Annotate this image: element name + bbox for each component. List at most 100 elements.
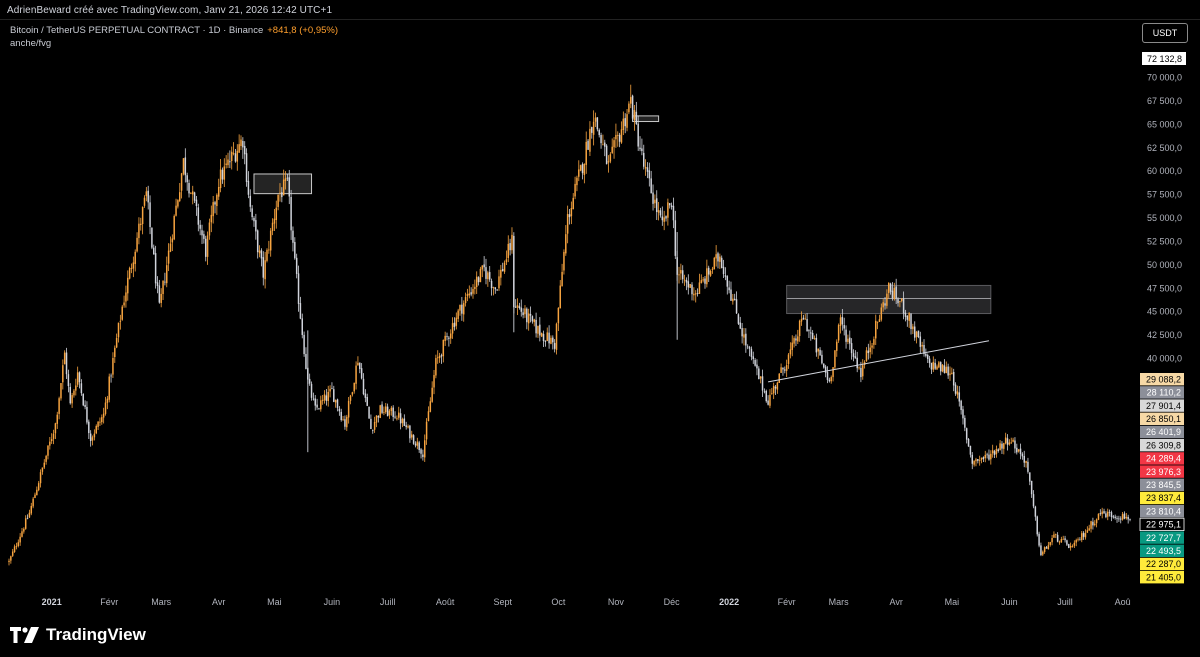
candle-body bbox=[479, 268, 482, 283]
candle-body bbox=[680, 270, 682, 274]
candle-body bbox=[366, 397, 368, 406]
candle-body bbox=[459, 304, 461, 311]
candle-body bbox=[566, 213, 569, 234]
candle-body bbox=[164, 281, 166, 283]
candle-body bbox=[88, 421, 90, 434]
y-tick-label: 47 500,0 bbox=[1147, 283, 1182, 293]
candle-body bbox=[153, 247, 155, 255]
support-trendline[interactable] bbox=[768, 340, 990, 383]
candle-body bbox=[784, 369, 786, 371]
candle-body bbox=[481, 265, 484, 270]
candle-body bbox=[409, 425, 411, 439]
candle-body bbox=[294, 242, 296, 259]
candle-body bbox=[320, 400, 322, 410]
candle-body bbox=[1071, 545, 1074, 547]
candle-body bbox=[1049, 542, 1051, 545]
candle-body bbox=[1103, 511, 1105, 514]
candle-body bbox=[121, 306, 123, 320]
candle-body bbox=[1081, 533, 1083, 541]
candle-body bbox=[468, 293, 471, 296]
symbol-title[interactable]: Bitcoin / TetherUS PERPETUAL CONTRACT · … bbox=[10, 25, 264, 36]
candle-body bbox=[277, 194, 279, 207]
candle-body bbox=[648, 170, 651, 179]
candle-body bbox=[1060, 539, 1063, 543]
candle-body bbox=[130, 267, 133, 269]
candle-body bbox=[578, 169, 580, 177]
indicator-label[interactable]: anche/fvg bbox=[10, 38, 52, 49]
candle-body bbox=[301, 318, 303, 335]
candle-body bbox=[993, 451, 996, 455]
candle-body bbox=[793, 338, 795, 344]
candle-body bbox=[878, 319, 881, 322]
candle-body bbox=[706, 268, 708, 285]
candle-body bbox=[342, 419, 344, 421]
candle-body bbox=[184, 157, 187, 176]
candle-body bbox=[769, 394, 771, 406]
candle-body bbox=[420, 449, 422, 454]
fvg-box[interactable] bbox=[253, 173, 313, 195]
candle-body bbox=[527, 313, 530, 324]
candle-body bbox=[448, 337, 450, 339]
y-tick-label: 55 000,0 bbox=[1147, 213, 1182, 223]
price-chart[interactable]: 70 000,0 67 500,0 65 000,0 62 500,0 60 000,0… bbox=[0, 0, 1200, 614]
candle-body bbox=[1068, 544, 1070, 548]
x-tick-label: Sept bbox=[493, 597, 512, 607]
candle-body bbox=[1032, 494, 1035, 507]
candle-body bbox=[227, 159, 229, 166]
candle-body bbox=[383, 411, 385, 413]
candle-body bbox=[143, 197, 146, 206]
tradingview-logo[interactable]: TradingView bbox=[10, 624, 146, 646]
price-label-text: 23 810,4 bbox=[1146, 506, 1181, 516]
candle-body bbox=[299, 303, 302, 319]
candle-body bbox=[750, 348, 753, 357]
candle-body bbox=[1055, 534, 1057, 536]
candle-body bbox=[396, 418, 398, 420]
candle-body bbox=[386, 406, 389, 417]
candle-body bbox=[173, 215, 175, 240]
candle-body bbox=[1119, 518, 1122, 520]
x-tick-label: 2021 bbox=[42, 597, 62, 607]
candle-body bbox=[823, 363, 825, 368]
candle-body bbox=[815, 337, 818, 353]
candle-body bbox=[24, 518, 27, 529]
candle-body bbox=[1079, 539, 1081, 541]
candle-body bbox=[1006, 438, 1009, 445]
candle-body bbox=[308, 378, 311, 384]
candle-body bbox=[180, 173, 183, 191]
y-tick-label: 60 000,0 bbox=[1147, 166, 1182, 176]
candle-body bbox=[1125, 516, 1128, 519]
candle-body bbox=[617, 134, 619, 136]
candle-body bbox=[461, 304, 463, 314]
candle-body bbox=[733, 298, 736, 301]
candle-body bbox=[17, 542, 20, 547]
candle-body bbox=[47, 445, 49, 456]
candle-body bbox=[214, 202, 216, 205]
currency-button[interactable]: USDT bbox=[1142, 23, 1188, 43]
price-label-badge bbox=[1140, 373, 1184, 386]
candle-body bbox=[585, 141, 587, 165]
candle-body bbox=[798, 320, 801, 337]
price-label-text: 28 110,2 bbox=[1147, 388, 1181, 398]
candle-body bbox=[284, 178, 287, 181]
attribution-text: AdrienBeward créé avec TradingView.com, … bbox=[7, 5, 333, 16]
candle-body bbox=[462, 303, 465, 315]
candle-body bbox=[333, 389, 335, 402]
candle-body bbox=[201, 230, 203, 236]
candle-body bbox=[128, 268, 131, 279]
candle-body bbox=[657, 210, 660, 213]
candle-body bbox=[795, 338, 797, 341]
candle-body bbox=[321, 399, 324, 401]
candle-body bbox=[1092, 521, 1094, 526]
candle-body bbox=[464, 297, 467, 304]
candle-body bbox=[1027, 461, 1029, 472]
candle-body bbox=[1073, 542, 1076, 546]
candle-body bbox=[89, 433, 92, 441]
candle-body bbox=[854, 356, 857, 359]
candle-body bbox=[1036, 516, 1038, 535]
candle-body bbox=[895, 286, 897, 299]
candle-body bbox=[403, 418, 406, 426]
candle-body bbox=[539, 324, 541, 336]
candle-body bbox=[511, 234, 513, 251]
candle-body bbox=[540, 332, 543, 337]
y-tick-label: 57 500,0 bbox=[1147, 190, 1182, 200]
